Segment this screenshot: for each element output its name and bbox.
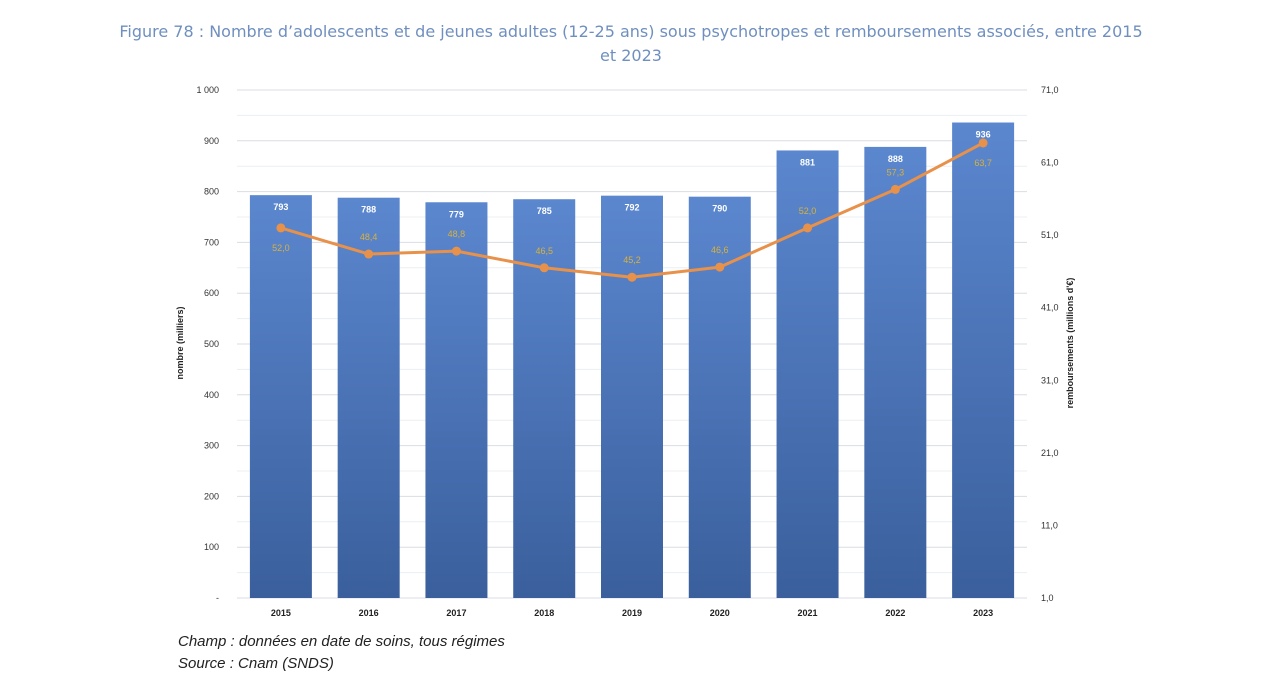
y-tick-label: 200 (204, 491, 219, 501)
line-value-label: 46,5 (535, 246, 553, 256)
bar (337, 197, 400, 599)
bar-value-label: 788 (361, 205, 376, 215)
bar (513, 199, 576, 598)
y2-tick-label: 51,0 (1041, 230, 1059, 240)
line-series (276, 138, 988, 282)
x-tick-label: 2023 (973, 608, 993, 618)
line-value-label: 57,3 (887, 167, 905, 177)
line-value-label: 45,2 (623, 255, 641, 265)
x-axis-ticks: 2015 2016 2017 2018 2019 2020 2021 2022 2023 (271, 608, 993, 618)
x-tick-label: 2019 (622, 608, 642, 618)
bar-value-label: 793 (273, 202, 288, 212)
y-tick-label: 500 (204, 339, 219, 349)
bar (425, 202, 488, 598)
y2-tick-label: 41,0 (1041, 303, 1059, 313)
y2-tick-label: 31,0 (1041, 375, 1059, 385)
x-tick-label: 2020 (710, 608, 730, 618)
bar (249, 195, 312, 598)
bar-value-label: 792 (624, 203, 639, 213)
line-point (276, 223, 286, 233)
bar-series (249, 122, 1015, 599)
line-point (803, 223, 813, 233)
line-point (890, 184, 900, 194)
y-tick-label: 400 (204, 390, 219, 400)
y2-tick-label: 71,0 (1041, 85, 1059, 95)
line-point (451, 246, 461, 256)
line-value-labels: 52,0 48,4 48,8 46,5 45,2 46,6 52,0 57,3 63,7 (272, 158, 992, 265)
bar-value-label: 790 (712, 204, 727, 214)
y2-tick-label: 1,0 (1041, 593, 1054, 603)
x-tick-label: 2018 (534, 608, 554, 618)
y-tick-label: 800 (204, 187, 219, 197)
y-tick-label: 1 000 (196, 85, 219, 95)
x-tick-label: 2022 (885, 608, 905, 618)
x-tick-label: 2017 (446, 608, 466, 618)
bar (952, 122, 1015, 599)
bar-value-label: 779 (449, 209, 464, 219)
y2-tick-label: 61,0 (1041, 158, 1059, 168)
bar-value-label: 888 (888, 154, 903, 164)
line-point (364, 249, 374, 259)
y-tick-label: 600 (204, 288, 219, 298)
y-tick-label: - (216, 593, 219, 603)
y2-axis-label: remboursements (millions d'€) (1065, 278, 1075, 409)
left-axis-ticks: - 100 200 300 400 500 600 700 800 900 1 000 (196, 85, 219, 603)
y2-tick-label: 11,0 (1041, 520, 1058, 530)
bar (601, 195, 663, 598)
y-tick-label: 700 (204, 237, 219, 247)
line-value-label: 48,8 (448, 229, 466, 239)
line-value-label: 46,6 (711, 245, 729, 255)
y-tick-label: 300 (204, 441, 219, 451)
x-tick-label: 2021 (798, 608, 818, 618)
x-tick-label: 2016 (359, 608, 379, 618)
line-value-label: 52,0 (272, 243, 290, 253)
bar-value-labels: 793 788 779 785 792 790 881 888 936 (273, 130, 990, 220)
champ-note: Champ : données en date de soins, tous r… (178, 633, 505, 650)
chart-notes: Champ : données en date de soins, tous r… (178, 631, 505, 675)
line-point (715, 262, 725, 272)
line-value-label: 52,0 (799, 206, 817, 216)
bar (864, 146, 927, 598)
y-tick-label: 900 (204, 136, 219, 146)
bar-value-label: 785 (537, 206, 552, 216)
chart-title-line-1: Figure 78 : Nombre d’adolescents et de j… (119, 22, 1143, 41)
source-note: Source : Cnam (SNDS) (178, 655, 334, 672)
chart-title: Figure 78 : Nombre d’adolescents et de j… (20, 20, 1242, 68)
chart-title-line-2: et 2023 (600, 46, 662, 65)
line-point (978, 138, 988, 148)
line-value-label: 63,7 (974, 158, 992, 168)
bar-value-label: 936 (976, 130, 991, 140)
line-point (539, 263, 549, 273)
bar-value-label: 881 (800, 157, 815, 167)
x-tick-label: 2015 (271, 608, 291, 618)
right-axis-ticks: 1,0 11,0 21,0 31,0 41,0 51,0 61,0 71,0 (1041, 85, 1059, 603)
line-point (627, 272, 637, 282)
y2-tick-label: 21,0 (1041, 448, 1059, 458)
line-value-label: 48,4 (360, 232, 378, 242)
y-tick-label: 100 (204, 542, 219, 552)
combo-chart: - 100 200 300 400 500 600 700 800 900 1 000 1,0 11,… (175, 85, 1075, 618)
y-axis-label: nombre (milliers) (175, 306, 185, 379)
